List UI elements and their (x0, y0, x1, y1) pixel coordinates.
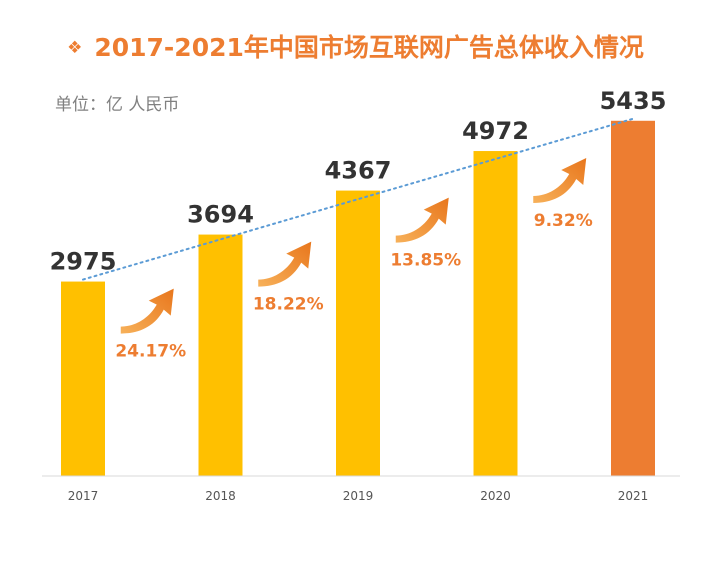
value-label-2020: 4972 (462, 117, 529, 145)
growth-label-1: 24.17% (115, 342, 186, 362)
bar-2018 (198, 234, 243, 476)
growth-arrow-icon-1 (120, 288, 174, 334)
chart-title-text: 2017-2021年中国市场互联网广告总体收入情况 (94, 33, 644, 62)
value-label-2018: 3694 (187, 201, 254, 229)
value-label-2021: 5435 (600, 87, 667, 115)
x-tick-2019: 2019 (343, 489, 374, 503)
x-tick-2020: 2020 (480, 489, 511, 503)
bar-2021 (611, 120, 655, 476)
unit-label: 单位：亿 人民币 (55, 95, 180, 115)
x-tick-2021: 2021 (618, 489, 649, 503)
value-label-2017: 2975 (50, 248, 117, 276)
growth-label-4: 9.32% (534, 211, 593, 231)
growth-arrow-icon-4 (533, 158, 587, 204)
bar-2019 (336, 190, 380, 476)
growth-arrow-icon-2 (258, 241, 312, 287)
title-bullet-icon: ❖ (67, 38, 83, 58)
growth-label-3: 13.85% (390, 251, 461, 271)
growth-label-2: 18.22% (253, 295, 324, 315)
x-tick-2018: 2018 (205, 489, 236, 503)
x-tick-2017: 2017 (68, 489, 99, 503)
chart-title: ❖ 2017-2021年中国市场互联网广告总体收入情况 (0, 28, 711, 64)
bar-2017 (61, 281, 105, 476)
trend-line (82, 117, 634, 281)
growth-arrow-icon-3 (395, 197, 449, 243)
bar-2020 (473, 151, 518, 476)
value-label-2019: 4367 (325, 157, 392, 185)
